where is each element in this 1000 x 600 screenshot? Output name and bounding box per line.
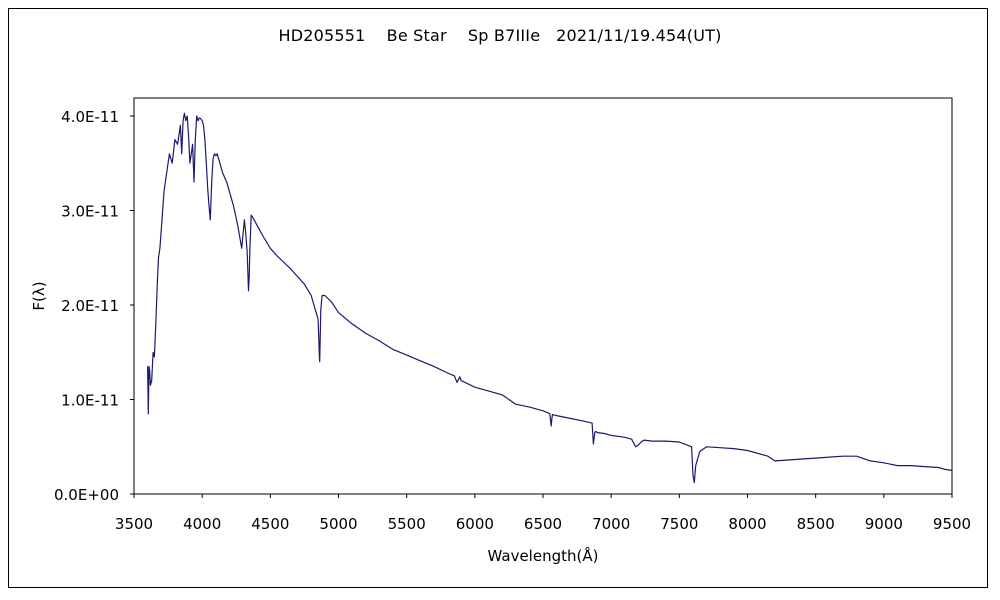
y-tick-label: 3.0E-11 <box>61 203 119 221</box>
x-tick-label: 4000 <box>183 515 221 533</box>
y-tick-label: 0.0E+00 <box>54 486 119 504</box>
spectrum-line <box>147 112 953 484</box>
x-tick-label: 6000 <box>456 515 494 533</box>
x-tick-label: 7000 <box>592 515 630 533</box>
x-tick-label: 7500 <box>660 515 698 533</box>
series-layer <box>147 112 953 484</box>
x-tick-label: 6500 <box>524 515 562 533</box>
x-tick-label: 8500 <box>797 515 835 533</box>
chart-frame <box>8 8 988 588</box>
y-tick-label: 2.0E-11 <box>61 297 119 315</box>
x-tick-label: 5000 <box>319 515 357 533</box>
plot-area <box>133 97 953 495</box>
x-tick-label: 3500 <box>115 515 153 533</box>
x-tick-label: 4500 <box>251 515 289 533</box>
y-axis: 0.0E+00 1.0E-11 2.0E-11 3.0E-11 4.0E-11 <box>54 108 134 504</box>
x-tick-label: 9500 <box>933 515 971 533</box>
y-tick-label: 1.0E-11 <box>61 392 119 410</box>
y-axis-label: F(λ) <box>30 281 48 310</box>
x-axis-label: Wavelength(Å) <box>488 546 599 565</box>
y-tick-label: 4.0E-11 <box>61 108 119 126</box>
x-axis: 3500 4000 4500 5000 5500 6000 6500 7000 7500 8000… <box>115 494 971 533</box>
chart-title: HD205551 Be Star Sp B7IIIe 2021/11/19.45… <box>278 26 722 45</box>
x-tick-label: 9000 <box>865 515 903 533</box>
x-tick-label: 8000 <box>728 515 766 533</box>
x-tick-label: 5500 <box>388 515 426 533</box>
